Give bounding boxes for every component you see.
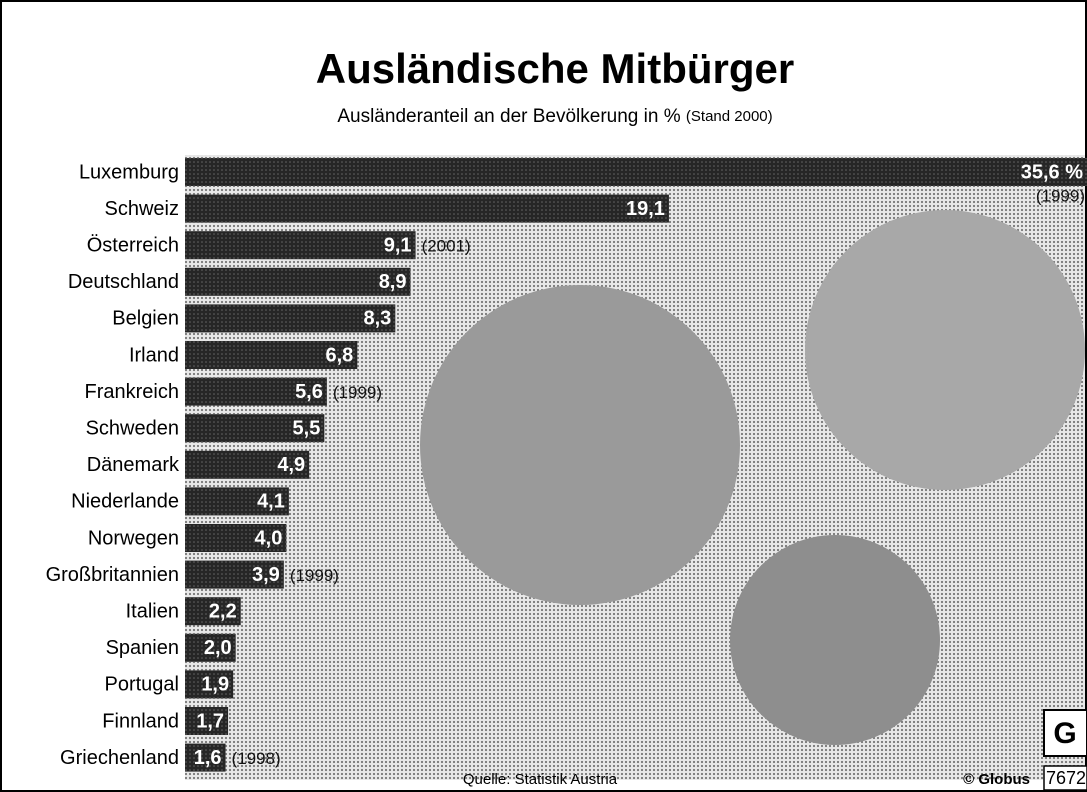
- value-label: 4,9: [277, 454, 305, 476]
- subtitle-note: (Stand 2000): [686, 108, 773, 125]
- source: Quelle: Statistik Austria: [463, 771, 618, 788]
- photo: [805, 210, 1085, 490]
- number-box: [1043, 765, 1087, 791]
- note: (2001): [422, 237, 471, 256]
- value-label: 35,6 %: [1021, 161, 1083, 183]
- category-label: Großbritannien: [46, 564, 179, 586]
- value-label: 1,9: [201, 674, 229, 696]
- category-label: Italien: [126, 600, 179, 622]
- category-label: Belgien: [112, 308, 179, 330]
- bar: [185, 670, 234, 699]
- bar: [185, 743, 226, 772]
- value-label: 1,7: [196, 710, 224, 732]
- value-label: 5,6: [295, 381, 323, 403]
- value-label: 2,0: [204, 637, 232, 659]
- bar: [185, 158, 1087, 186]
- value-label: 8,9: [379, 271, 407, 293]
- category-label: Dänemark: [87, 454, 180, 476]
- value-label: 4,0: [255, 527, 283, 549]
- bar: [185, 450, 310, 479]
- logo: [1043, 709, 1087, 757]
- bar: [185, 231, 416, 260]
- bar: [185, 597, 241, 626]
- value-label: 19,1: [626, 198, 665, 220]
- category-label: Frankreich: [85, 381, 179, 403]
- chart-subtitle: Ausländeranteil an der Bevölkerung in % …: [337, 106, 772, 127]
- value-label: 6,8: [325, 344, 353, 366]
- chart-title: Ausländische Mitbürger: [316, 45, 794, 92]
- category-label: Niederlande: [71, 491, 179, 513]
- note: (1999): [333, 383, 382, 402]
- category-label: Deutschland: [68, 271, 179, 293]
- graphic-number: 7672: [1046, 768, 1086, 788]
- bar: [185, 560, 284, 589]
- category-label: Portugal: [105, 674, 180, 696]
- bar: [185, 341, 358, 369]
- value-label: 3,9: [252, 564, 280, 586]
- bar: [185, 524, 287, 552]
- value-label: 2,2: [209, 600, 237, 622]
- note: (1999): [290, 566, 339, 585]
- logo-mark: G: [1053, 717, 1076, 750]
- value-label: 8,3: [363, 308, 391, 330]
- bar: [185, 194, 669, 223]
- value-label: 4,1: [257, 491, 285, 513]
- note: (1999): [1036, 186, 1085, 205]
- value-label: 5,5: [293, 417, 321, 439]
- category-label: Schweiz: [105, 198, 179, 220]
- category-label: Norwegen: [88, 527, 179, 549]
- bar: [185, 304, 396, 333]
- value-label: 9,1: [384, 234, 412, 256]
- photo: [730, 535, 940, 745]
- value-label: 1,6: [194, 747, 222, 769]
- bar: [185, 377, 327, 406]
- category-label: Österreich: [87, 234, 179, 256]
- category-label: Luxemburg: [79, 161, 179, 183]
- category-label: Spanien: [106, 637, 179, 659]
- subtitle: Ausländeranteil an der Bevölkerung in %: [337, 106, 680, 127]
- bar: [185, 707, 229, 735]
- category-label: Finnland: [102, 710, 179, 732]
- note: (1998): [232, 749, 281, 768]
- bar: [185, 487, 289, 516]
- credit: © Globus: [963, 771, 1030, 788]
- photo: [420, 285, 740, 605]
- bar: [185, 633, 236, 662]
- bar: [185, 267, 411, 296]
- category-label: Griechenland: [60, 747, 179, 769]
- category-label: Schweden: [86, 417, 179, 439]
- category-label: Irland: [129, 344, 179, 366]
- bar: [185, 414, 325, 443]
